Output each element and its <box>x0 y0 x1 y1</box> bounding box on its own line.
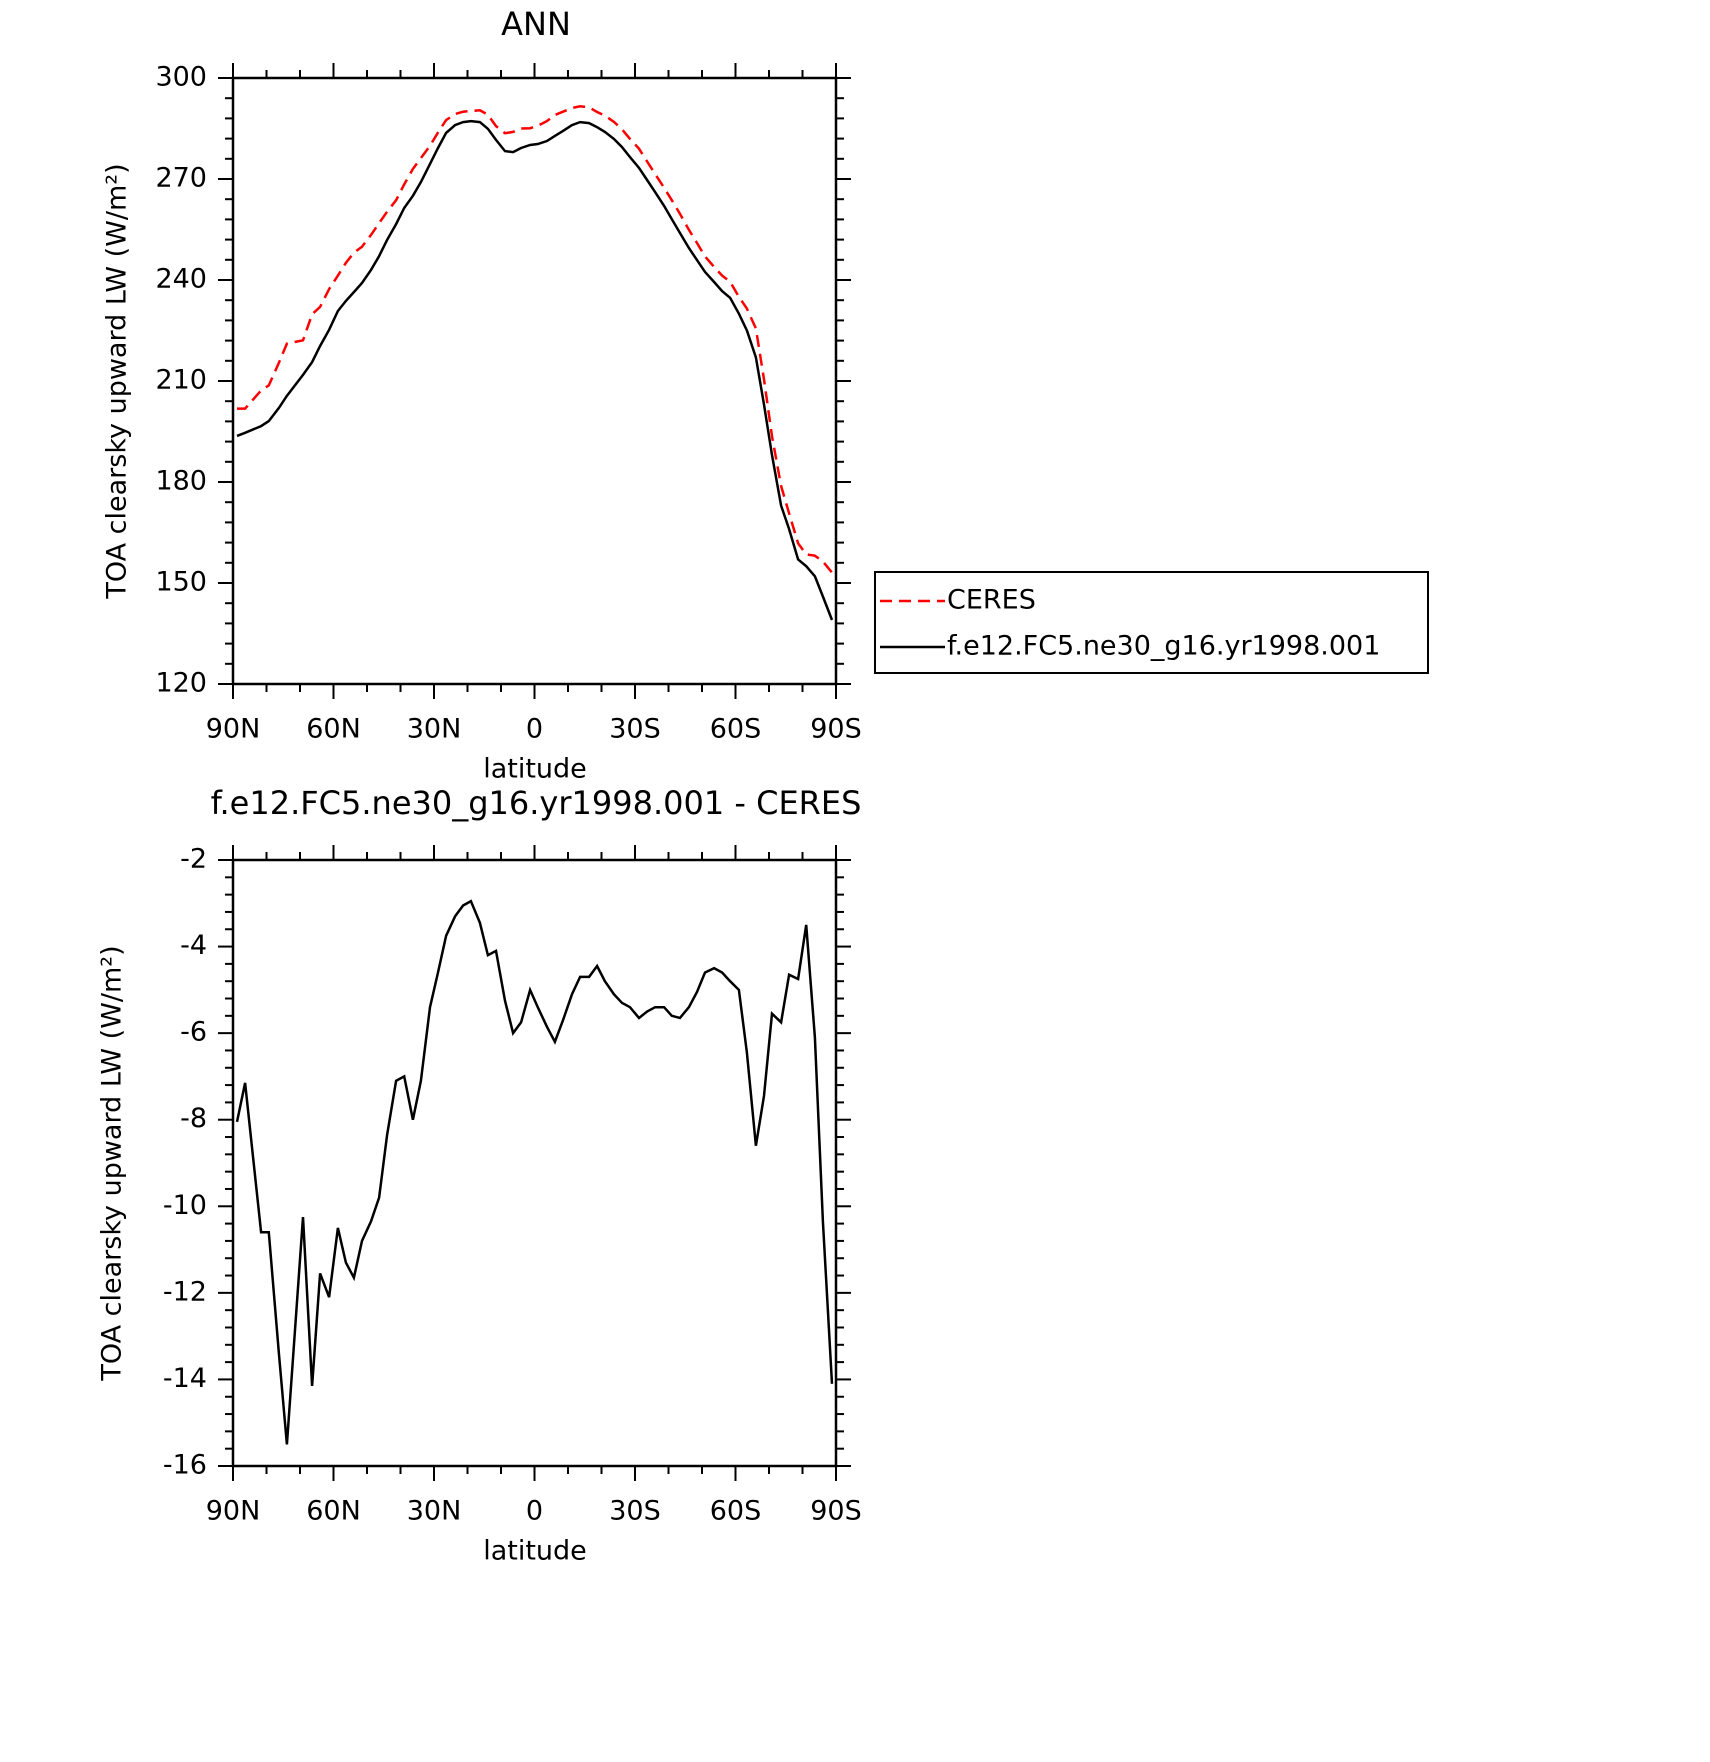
x-tick-label: 30N <box>407 714 462 745</box>
x-tick-label: 30S <box>609 714 661 745</box>
y-tick-label: -10 <box>163 1190 207 1221</box>
y-tick-label: -4 <box>180 930 207 961</box>
y-tick-label: -6 <box>180 1017 207 1048</box>
y-tick-label: -8 <box>180 1103 207 1134</box>
x-tick-label: 90S <box>810 1496 862 1527</box>
x-tick-label: 0 <box>526 1496 543 1527</box>
y-tick-label: -2 <box>180 844 207 875</box>
x-tick-label: 90S <box>810 714 862 745</box>
data-line <box>237 105 833 574</box>
y-tick-label: 150 <box>155 567 207 598</box>
y-tick-label: 240 <box>155 264 207 295</box>
y-tick-label: 210 <box>155 365 207 396</box>
x-tick-label: 60S <box>710 1496 762 1527</box>
x-tick-label: 60N <box>306 1496 361 1527</box>
y-tick-label: -14 <box>163 1363 207 1394</box>
x-tick-label: 60N <box>306 714 361 745</box>
y-tick-label: -16 <box>163 1450 207 1481</box>
data-line <box>236 119 834 621</box>
x-tick-label: 30N <box>407 1496 462 1527</box>
y-tick-label: -12 <box>163 1276 207 1307</box>
y-tick-label: 270 <box>155 163 207 194</box>
legend-box <box>874 571 1429 674</box>
plot-frame <box>231 858 838 1468</box>
x-tick-label: 90N <box>206 1496 261 1527</box>
y-axis-label: TOA clearsky upward LW (W/m²) <box>97 945 128 1381</box>
y-tick-label: 300 <box>155 62 207 93</box>
y-axis-label: TOA clearsky upward LW (W/m²) <box>102 163 133 599</box>
chart-title: f.e12.FC5.ne30_g16.yr1998.001 - CERES <box>211 784 862 822</box>
x-tick-label: 90N <box>206 714 261 745</box>
plot-frame <box>231 76 838 686</box>
legend-label: f.e12.FC5.ne30_g16.yr1998.001 <box>947 631 1380 662</box>
x-tick-label: 30S <box>609 1496 661 1527</box>
data-line <box>235 899 834 1445</box>
y-tick-label: 180 <box>155 466 207 497</box>
y-tick-label: 120 <box>155 668 207 699</box>
x-axis-label: latitude <box>483 1536 587 1567</box>
x-tick-label: 60S <box>710 714 762 745</box>
legend-label: CERES <box>947 585 1036 616</box>
chart-title: ANN <box>501 5 571 43</box>
x-axis-label: latitude <box>483 754 587 785</box>
x-tick-label: 0 <box>526 714 543 745</box>
